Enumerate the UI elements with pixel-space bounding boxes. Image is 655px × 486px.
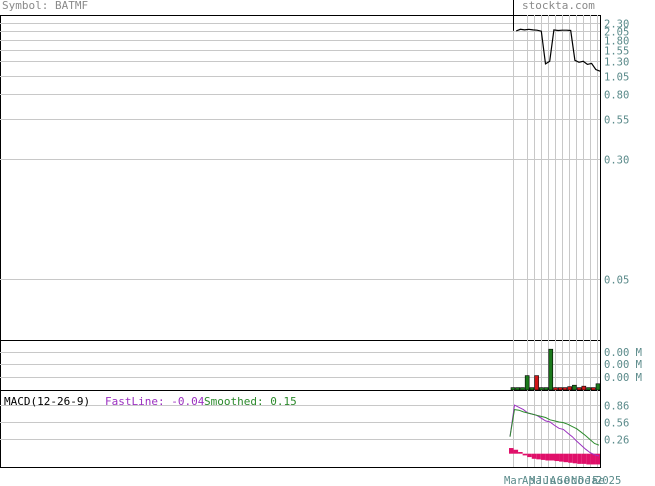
volume-bar <box>562 387 568 391</box>
brand-label: stockta.com <box>522 0 595 12</box>
macd-histogram-bar <box>577 453 582 464</box>
volume-bar <box>534 375 539 391</box>
volume-bar <box>543 387 549 391</box>
x-axis-tick-label: Mar <box>504 475 523 486</box>
macd-axis-tick-label: 0.86 <box>604 401 629 413</box>
x-axis-tick-label: 2025 <box>596 475 621 486</box>
price-axis-tick-label: 0.80 <box>604 90 629 102</box>
macd-histogram-bar <box>531 453 537 459</box>
macd-histogram-bar <box>554 453 560 462</box>
macd-panel-frame <box>0 390 601 468</box>
x-axis-tick-label: Se <box>557 475 570 486</box>
volume-bar <box>581 385 587 391</box>
macd-histogram-bar <box>549 453 555 461</box>
x-axis-tick-label: Ap <box>522 475 535 486</box>
macd-axis-tick-label: 0.26 <box>604 435 629 447</box>
price-axis-tick-label: 1.55 <box>604 46 629 58</box>
symbol-label: Symbol: BATMF <box>2 0 89 12</box>
volume-axis-tick-label: 0.00 M <box>604 359 642 371</box>
macd-histogram-bar <box>513 449 519 454</box>
macd-histogram-bar <box>581 453 587 464</box>
macd-histogram-bar <box>545 453 550 461</box>
volume-axis-tick-label: 0.00 M <box>604 347 642 359</box>
macd-histogram-bar <box>563 453 569 463</box>
macd-histogram-bar <box>572 453 578 464</box>
volume-bar <box>520 387 525 391</box>
volume-panel-frame <box>0 340 601 391</box>
macd-smoothed-line <box>509 409 600 446</box>
price-axis-tick-label: 2.05 <box>604 27 629 39</box>
x-axis-tick-label: Ma <box>529 475 542 486</box>
volume-bar <box>586 387 591 391</box>
x-axis-tick-label: De <box>578 475 591 486</box>
volume-axis-tick-label: 0.00 M <box>604 372 642 384</box>
volume-bar <box>524 375 530 391</box>
macd-fastline <box>509 404 600 457</box>
x-axis-tick-label: Au <box>550 475 563 486</box>
volume-bar <box>557 387 563 391</box>
macd-fastline-label: FastLine: -0.04 <box>105 395 205 408</box>
x-axis-tick-label: Fe <box>592 475 605 486</box>
x-axis-tick-label: Ja <box>585 475 598 486</box>
volume-bar <box>529 387 535 391</box>
volume-bar <box>595 383 601 391</box>
x-axis-tick-label: Oc <box>564 475 577 486</box>
macd-histogram-bar <box>527 453 532 458</box>
price-axis-tick-label: 1.05 <box>604 72 629 84</box>
price-axis-tick-label: 0.55 <box>604 115 629 127</box>
macd-histogram-bar <box>536 453 541 460</box>
macd-histogram-bar <box>518 452 523 454</box>
price-line <box>515 28 601 72</box>
macd-histogram-bar <box>522 453 528 456</box>
volume-bar <box>576 387 582 391</box>
macd-histogram-bar <box>595 453 600 465</box>
price-axis-tick-label: 2.30 <box>604 19 629 31</box>
price-axis-tick-label: 0.05 <box>604 275 629 287</box>
volume-bar <box>539 387 544 391</box>
price-panel-frame <box>0 15 601 341</box>
x-axis-tick-label: Ju <box>543 475 556 486</box>
volume-bar <box>510 387 516 391</box>
macd-histogram-bar <box>509 448 514 454</box>
volume-bar <box>572 384 577 391</box>
volume-bar <box>553 387 558 391</box>
macd-histogram-bar <box>559 453 564 462</box>
macd-histogram-bar <box>590 453 596 465</box>
x-axis-tick-label: Ju <box>536 475 549 486</box>
price-axis-tick-label: 0.30 <box>604 155 629 167</box>
volume-bar <box>590 387 596 391</box>
macd-smoothed-label: Smoothed: 0.15 <box>204 395 297 408</box>
macd-axis-tick-label: 0.56 <box>604 418 629 430</box>
volume-bar <box>515 387 521 391</box>
volume-bar <box>548 348 554 391</box>
price-axis-tick-label: 1.30 <box>604 57 629 69</box>
price-axis-tick-label: 1.80 <box>604 36 629 48</box>
x-axis-tick-label: No <box>571 475 584 486</box>
volume-bar <box>567 386 572 391</box>
macd-title: MACD(12-26-9) <box>4 395 91 408</box>
macd-histogram-bar <box>540 453 546 460</box>
macd-histogram-bar <box>568 453 573 463</box>
macd-histogram-bar <box>586 453 591 465</box>
